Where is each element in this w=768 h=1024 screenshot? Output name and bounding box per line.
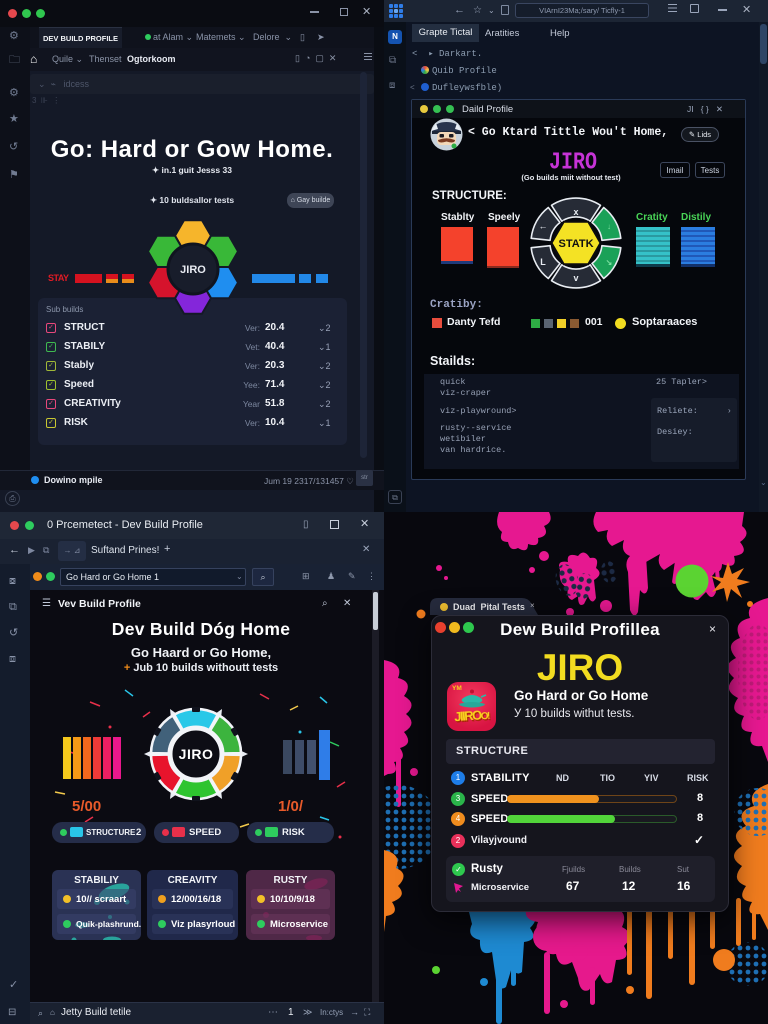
svg-text:STATK: STATK [558,238,593,250]
svg-text:↘: ↘ [606,258,613,267]
svg-text:JIRO: JIRO [180,264,206,276]
svg-text:↓: ↓ [607,222,611,231]
svg-text:←: ← [539,221,548,231]
svg-text:x: x [573,207,578,217]
svg-text:v: v [573,273,578,283]
svg-text:JIRO: JIRO [179,746,214,762]
svg-text:L: L [540,257,546,267]
